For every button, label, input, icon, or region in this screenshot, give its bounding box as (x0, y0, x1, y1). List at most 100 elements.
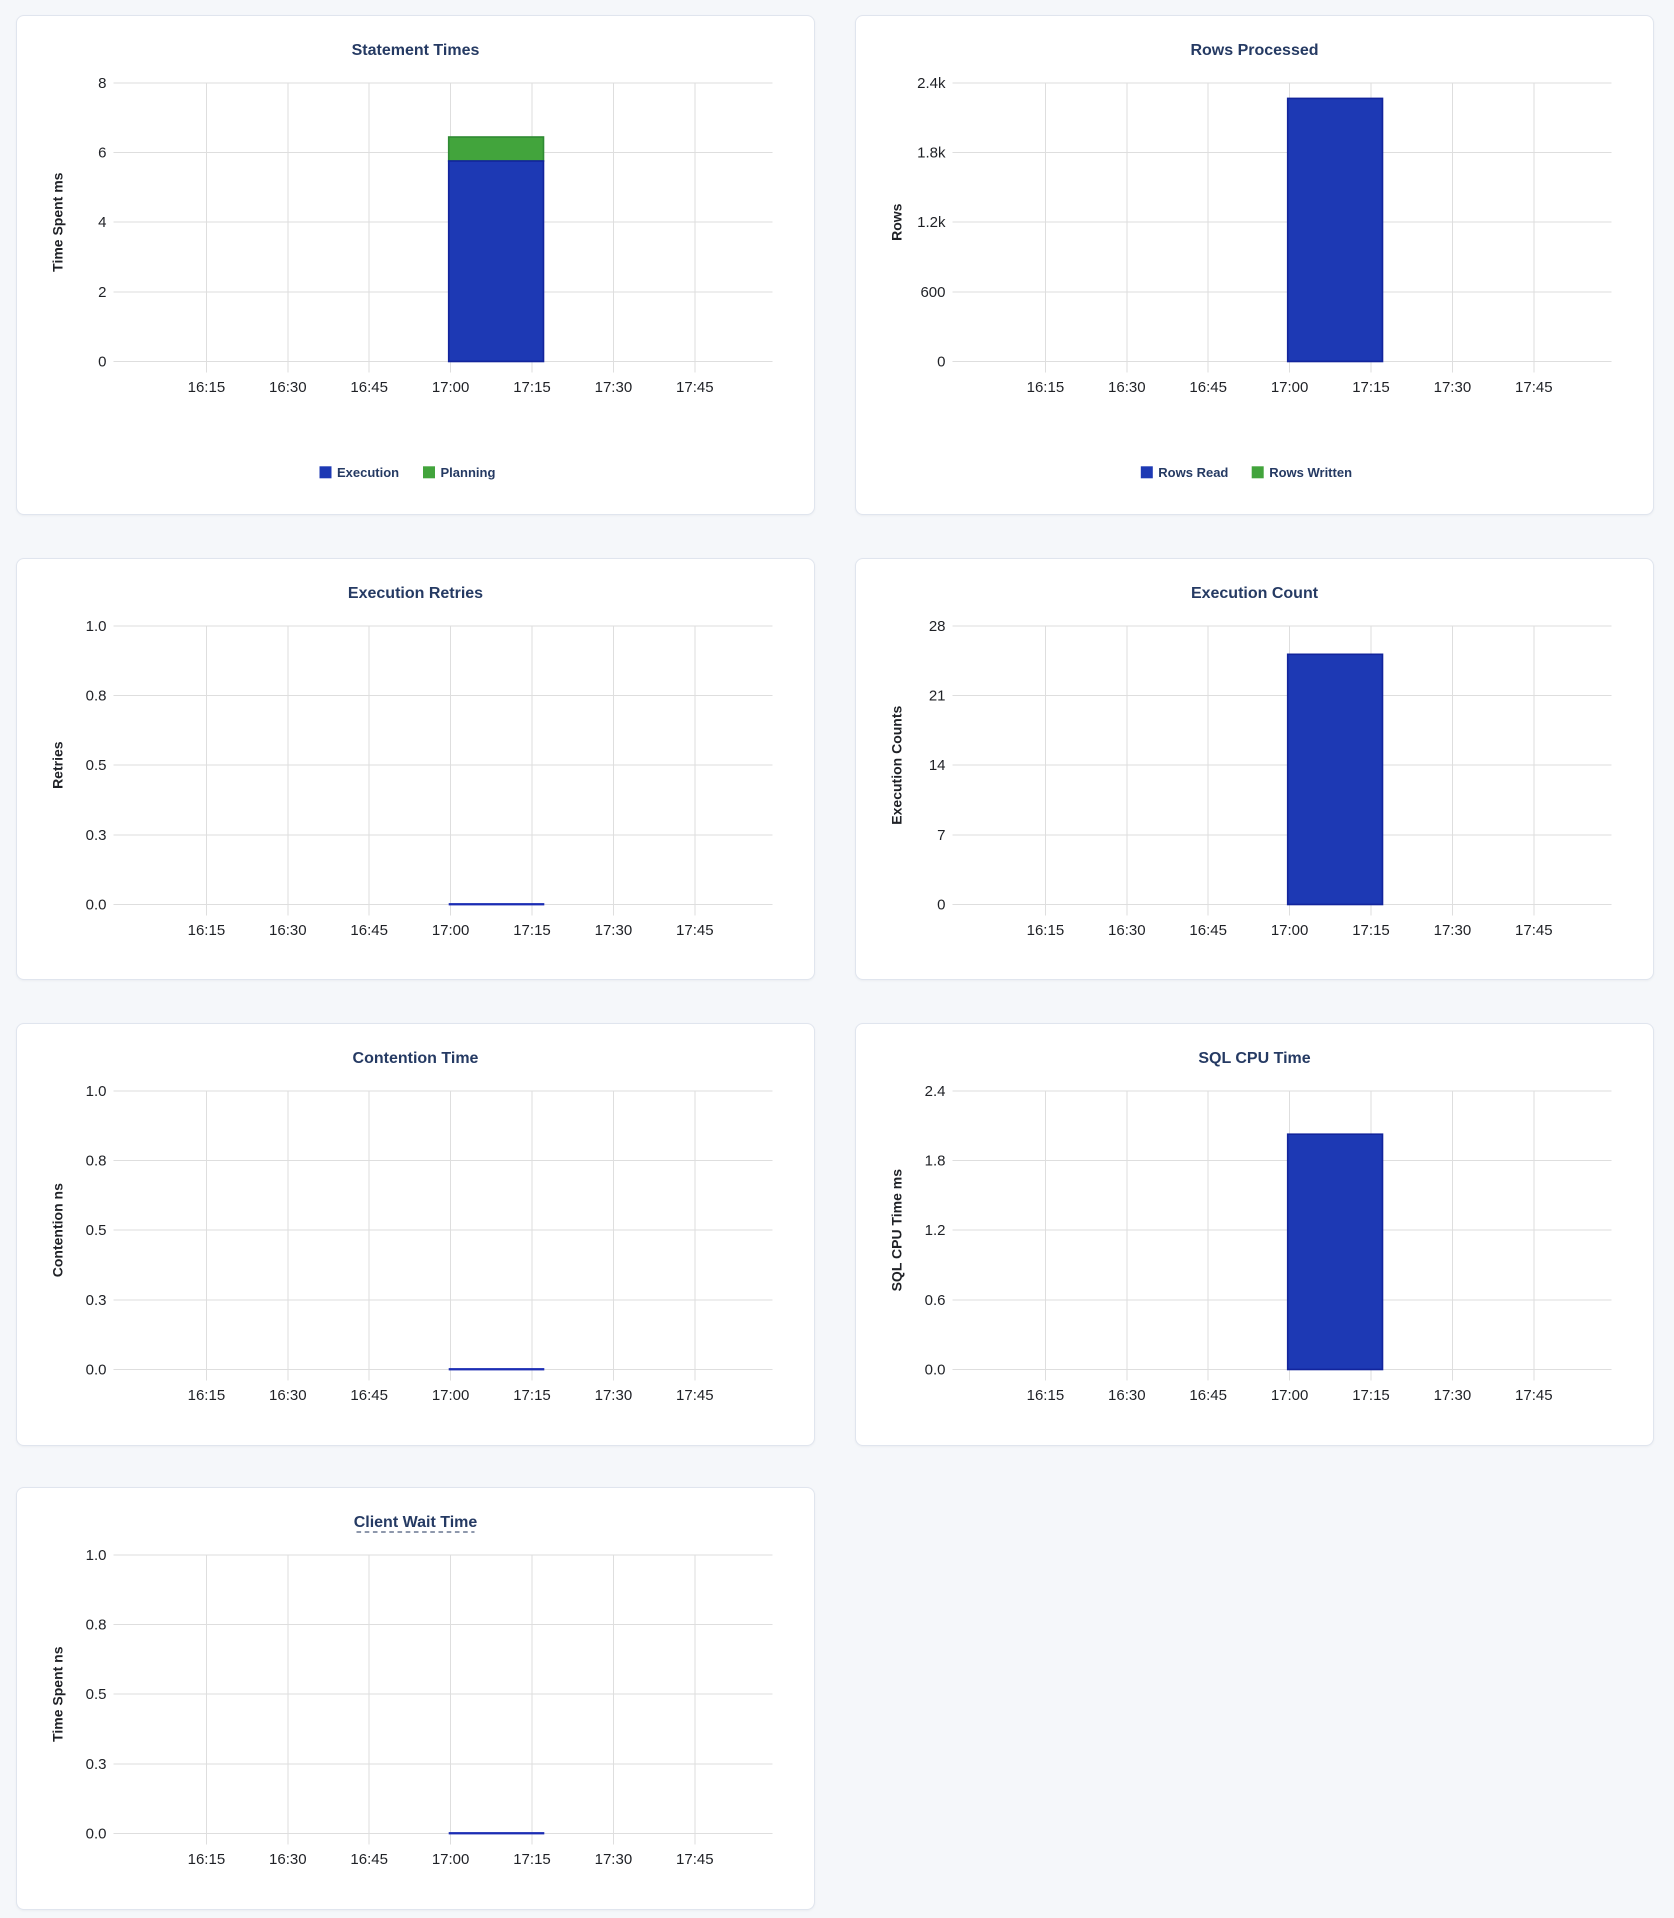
svg-text:17:45: 17:45 (1515, 1387, 1553, 1404)
svg-text:0.3: 0.3 (86, 1292, 107, 1309)
svg-text:16:30: 16:30 (269, 922, 307, 939)
svg-text:0.6: 0.6 (925, 1292, 946, 1309)
svg-text:1.0: 1.0 (86, 1547, 107, 1564)
svg-text:16:30: 16:30 (1108, 1387, 1146, 1404)
svg-text:Time Spent ns: Time Spent ns (50, 1646, 66, 1742)
svg-text:Rows Processed: Rows Processed (1190, 42, 1318, 59)
svg-text:16:15: 16:15 (1027, 379, 1065, 396)
svg-text:17:00: 17:00 (1271, 1387, 1309, 1404)
svg-text:16:45: 16:45 (350, 379, 388, 396)
svg-text:0.8: 0.8 (86, 688, 107, 705)
svg-text:Contention ns: Contention ns (50, 1183, 66, 1277)
svg-text:1.2: 1.2 (925, 1222, 946, 1239)
svg-text:0.0: 0.0 (86, 1362, 107, 1379)
svg-text:Retries: Retries (50, 741, 66, 789)
svg-text:2: 2 (98, 284, 106, 301)
svg-text:21: 21 (929, 688, 946, 705)
svg-text:17:15: 17:15 (513, 922, 551, 939)
svg-text:1.2k: 1.2k (917, 214, 946, 231)
svg-text:Execution Retries: Execution Retries (348, 585, 483, 602)
svg-text:1.0: 1.0 (86, 1083, 107, 1100)
svg-text:17:30: 17:30 (595, 922, 633, 939)
svg-text:Client Wait Time: Client Wait Time (354, 1514, 478, 1531)
svg-text:17:00: 17:00 (432, 1851, 470, 1868)
svg-text:17:45: 17:45 (676, 922, 714, 939)
svg-text:16:30: 16:30 (269, 1387, 307, 1404)
svg-text:Execution Counts: Execution Counts (889, 705, 905, 824)
svg-text:0.5: 0.5 (86, 1686, 107, 1703)
svg-text:17:30: 17:30 (595, 1387, 633, 1404)
svg-text:17:15: 17:15 (513, 1387, 551, 1404)
svg-text:17:15: 17:15 (1352, 379, 1390, 396)
svg-text:17:00: 17:00 (1271, 922, 1309, 939)
svg-text:0.5: 0.5 (86, 1222, 107, 1239)
svg-text:16:15: 16:15 (188, 1851, 226, 1868)
svg-text:16:45: 16:45 (350, 1387, 388, 1404)
svg-text:17:00: 17:00 (432, 379, 470, 396)
svg-text:17:45: 17:45 (676, 379, 714, 396)
svg-text:28: 28 (929, 618, 946, 635)
svg-text:0: 0 (98, 354, 106, 371)
svg-text:0: 0 (937, 897, 945, 914)
svg-text:0.3: 0.3 (86, 1756, 107, 1773)
svg-text:Planning: Planning (441, 465, 496, 480)
svg-text:17:30: 17:30 (1434, 379, 1472, 396)
svg-text:16:45: 16:45 (1189, 922, 1227, 939)
svg-text:1.8: 1.8 (925, 1153, 946, 1170)
svg-text:Contention Time: Contention Time (353, 1050, 479, 1067)
svg-text:6: 6 (98, 145, 106, 162)
svg-text:0.0: 0.0 (86, 1826, 107, 1843)
svg-text:17:00: 17:00 (1271, 379, 1309, 396)
svg-text:16:30: 16:30 (269, 1851, 307, 1868)
svg-text:16:45: 16:45 (350, 922, 388, 939)
svg-text:17:45: 17:45 (1515, 379, 1553, 396)
svg-text:7: 7 (937, 827, 945, 844)
svg-text:16:45: 16:45 (1189, 1387, 1227, 1404)
svg-text:1.8k: 1.8k (917, 145, 946, 162)
svg-text:14: 14 (929, 757, 946, 774)
svg-text:17:30: 17:30 (595, 1851, 633, 1868)
svg-text:16:30: 16:30 (1108, 922, 1146, 939)
svg-text:16:30: 16:30 (269, 379, 307, 396)
svg-text:16:15: 16:15 (188, 922, 226, 939)
svg-text:0.3: 0.3 (86, 827, 107, 844)
svg-text:17:00: 17:00 (432, 1387, 470, 1404)
svg-text:SQL CPU Time: SQL CPU Time (1198, 1050, 1310, 1067)
svg-text:8: 8 (98, 75, 106, 92)
svg-text:16:15: 16:15 (1027, 1387, 1065, 1404)
svg-text:16:45: 16:45 (1189, 379, 1227, 396)
svg-text:16:15: 16:15 (188, 379, 226, 396)
svg-text:16:15: 16:15 (1027, 922, 1065, 939)
svg-text:0.5: 0.5 (86, 757, 107, 774)
svg-text:0.0: 0.0 (925, 1362, 946, 1379)
svg-text:2.4: 2.4 (925, 1083, 946, 1100)
svg-text:0: 0 (937, 354, 945, 371)
svg-text:0.8: 0.8 (86, 1153, 107, 1170)
svg-text:2.4k: 2.4k (917, 75, 946, 92)
svg-text:0.0: 0.0 (86, 897, 107, 914)
svg-text:Execution: Execution (337, 465, 399, 480)
svg-text:17:30: 17:30 (595, 379, 633, 396)
svg-text:17:15: 17:15 (513, 1851, 551, 1868)
svg-text:Time Spent ms: Time Spent ms (50, 172, 66, 272)
svg-text:16:15: 16:15 (188, 1387, 226, 1404)
svg-text:Rows: Rows (889, 203, 905, 241)
svg-text:Execution Count: Execution Count (1191, 585, 1319, 602)
svg-text:17:45: 17:45 (676, 1387, 714, 1404)
svg-text:16:45: 16:45 (350, 1851, 388, 1868)
svg-text:17:30: 17:30 (1434, 1387, 1472, 1404)
svg-text:16:30: 16:30 (1108, 379, 1146, 396)
svg-text:Statement Times: Statement Times (352, 42, 480, 59)
svg-text:1.0: 1.0 (86, 618, 107, 635)
svg-text:17:45: 17:45 (1515, 922, 1553, 939)
svg-text:17:00: 17:00 (432, 922, 470, 939)
svg-text:0.8: 0.8 (86, 1617, 107, 1634)
svg-text:17:15: 17:15 (1352, 1387, 1390, 1404)
svg-text:4: 4 (98, 214, 106, 231)
svg-text:600: 600 (920, 284, 945, 301)
svg-text:Rows Written: Rows Written (1269, 465, 1352, 480)
svg-text:17:15: 17:15 (513, 379, 551, 396)
svg-text:SQL CPU Time ms: SQL CPU Time ms (889, 1169, 905, 1292)
svg-text:Rows Read: Rows Read (1158, 465, 1228, 480)
svg-text:17:30: 17:30 (1434, 922, 1472, 939)
